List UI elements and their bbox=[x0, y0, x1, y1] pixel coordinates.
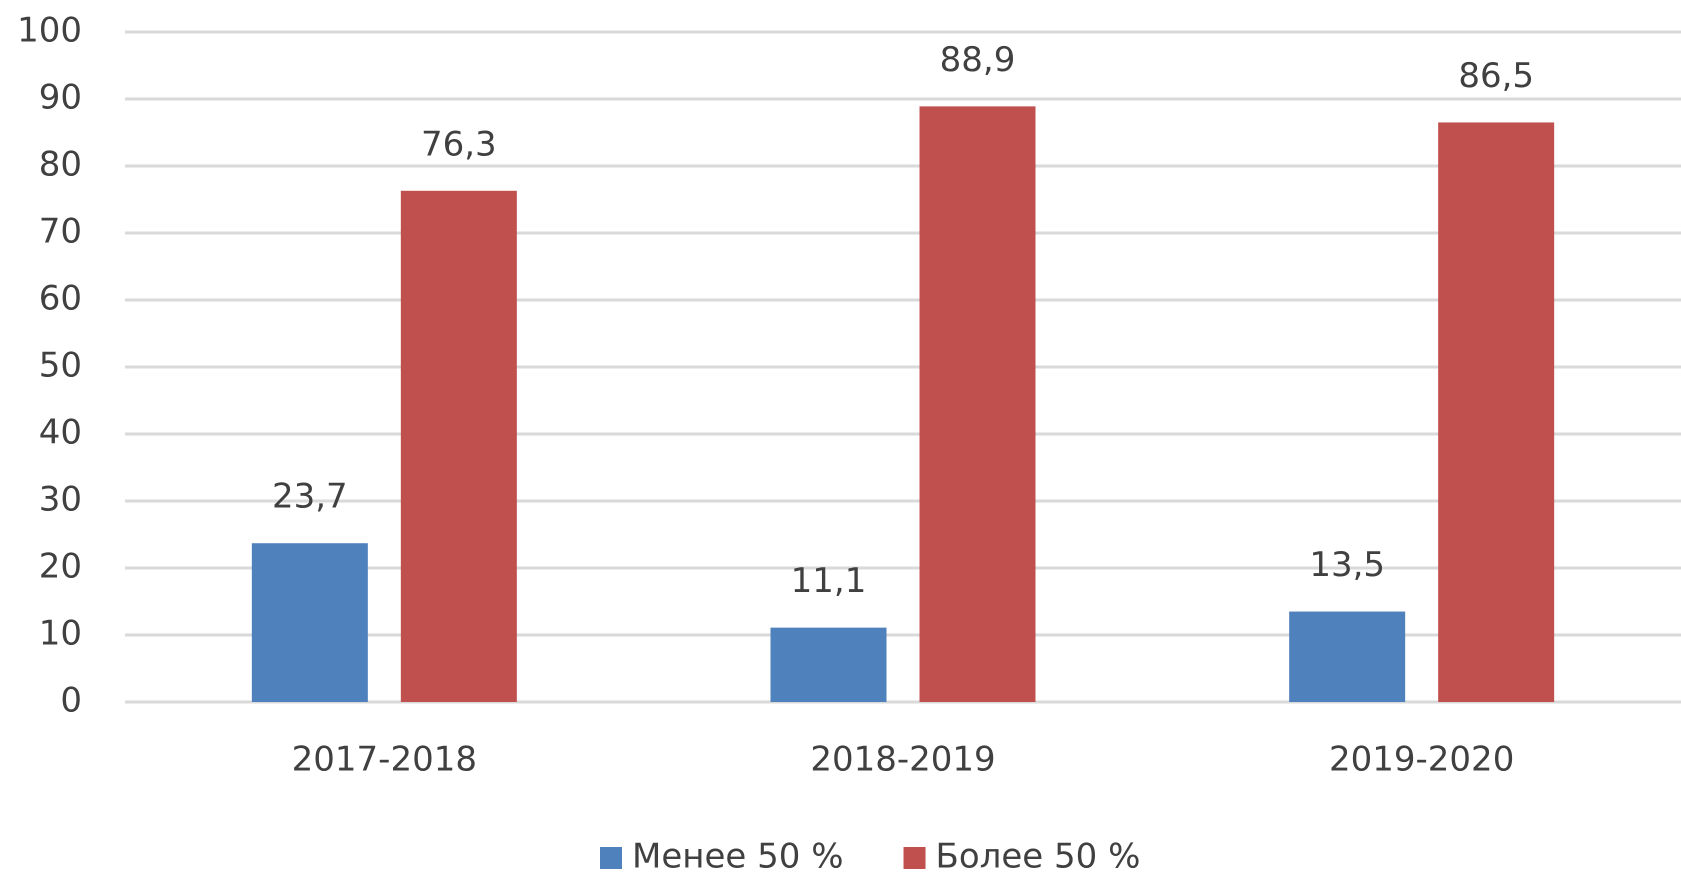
y-tick-label: 90 bbox=[39, 78, 82, 118]
legend-swatch bbox=[903, 847, 926, 869]
data-label: 86,5 bbox=[1458, 56, 1534, 96]
bar bbox=[400, 190, 517, 703]
y-tick-label: 70 bbox=[39, 212, 82, 252]
bar bbox=[251, 543, 368, 702]
legend-label: Более 50 % bbox=[936, 837, 1141, 877]
x-tick-label: 2017-2018 bbox=[292, 740, 477, 780]
x-tick-label: 2019-2020 bbox=[1329, 740, 1514, 780]
y-tick-label: 40 bbox=[39, 413, 82, 453]
x-tick-label: 2018-2019 bbox=[810, 740, 995, 780]
y-tick-label: 100 bbox=[17, 11, 82, 51]
y-tick-label: 80 bbox=[39, 145, 82, 185]
legend-swatch bbox=[600, 847, 622, 869]
bar bbox=[1438, 122, 1555, 702]
y-tick-label: 10 bbox=[39, 614, 82, 654]
y-tick-label: 0 bbox=[60, 681, 82, 721]
data-label: 88,9 bbox=[940, 40, 1016, 80]
bar bbox=[770, 627, 887, 702]
bar bbox=[919, 106, 1036, 703]
y-tick-label: 50 bbox=[39, 346, 82, 386]
data-label: 11,1 bbox=[791, 561, 867, 601]
data-label: 76,3 bbox=[421, 124, 497, 164]
data-label: 23,7 bbox=[272, 477, 348, 517]
y-tick-label: 30 bbox=[39, 480, 82, 520]
data-label: 13,5 bbox=[1309, 545, 1385, 585]
bar bbox=[1289, 611, 1406, 702]
legend-label: Менее 50 % bbox=[632, 837, 844, 877]
y-tick-label: 60 bbox=[39, 279, 82, 319]
y-tick-label: 20 bbox=[39, 547, 82, 587]
